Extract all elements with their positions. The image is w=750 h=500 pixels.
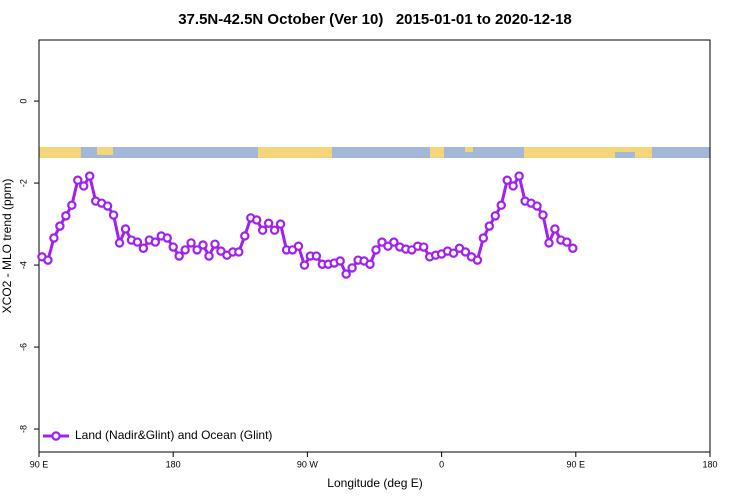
data-point	[55, 221, 65, 231]
x-tick-label: 180	[702, 459, 717, 469]
data-point	[174, 251, 184, 261]
y-tick-label: -4	[18, 261, 28, 269]
data-point	[293, 241, 304, 251]
data-point	[478, 233, 489, 243]
land-band	[430, 147, 444, 158]
data-point	[114, 238, 125, 248]
x-tick-label: 90 E	[567, 459, 586, 469]
data-point	[73, 175, 83, 185]
data-point	[508, 181, 518, 191]
data-point	[240, 231, 250, 241]
data-point	[192, 245, 202, 255]
data-point	[544, 238, 554, 248]
x-tick-label: 180	[166, 459, 181, 469]
x-axis-label: Longitude (deg E)	[327, 476, 422, 490]
data-point	[162, 233, 172, 243]
data-point	[341, 269, 351, 279]
ocean-band	[615, 152, 635, 158]
data-point	[84, 171, 95, 181]
y-tick-label: 0	[18, 99, 28, 104]
x-tick-label: 90 E	[30, 459, 49, 469]
y-tick-label: -8	[18, 425, 28, 433]
data-point	[562, 237, 572, 247]
data-point	[210, 239, 220, 249]
data-point	[383, 241, 393, 251]
data-point	[150, 237, 161, 247]
data-point	[365, 259, 375, 269]
data-point	[132, 237, 143, 247]
data-point	[389, 237, 399, 247]
data-point	[252, 215, 262, 225]
data-point	[168, 242, 178, 252]
y-tick-label: -2	[18, 179, 28, 187]
y-axis-label: XCO2 - MLO trend (ppm)	[0, 179, 14, 314]
legend-marker	[51, 431, 61, 441]
data-point	[186, 238, 196, 248]
data-point	[371, 245, 381, 255]
data-point	[67, 200, 77, 210]
data-point	[198, 240, 208, 250]
data-point	[120, 224, 131, 234]
data-point	[49, 233, 59, 243]
x-tick-label: 90 W	[297, 459, 319, 469]
data-point	[234, 247, 244, 257]
data-point	[484, 221, 495, 231]
data-point	[472, 255, 483, 265]
data-point	[335, 256, 345, 266]
data-point	[490, 211, 500, 221]
data-point	[43, 255, 53, 265]
data-point	[269, 225, 280, 235]
land-band	[258, 147, 332, 158]
chart-title: 37.5N-42.5N October (Ver 10) 2015-01-01 …	[178, 11, 572, 28]
data-point	[550, 224, 560, 234]
data-point	[102, 201, 113, 211]
y-tick-label: -6	[18, 343, 28, 351]
land-band	[97, 147, 113, 155]
data-point	[180, 245, 190, 255]
data-point	[568, 243, 578, 253]
data-point	[448, 248, 459, 258]
data-point	[311, 251, 322, 261]
land-band	[39, 147, 81, 158]
data-point	[460, 247, 471, 257]
data-point	[257, 225, 268, 235]
data-point	[263, 218, 274, 228]
data-point	[216, 246, 226, 256]
land-band	[465, 147, 473, 152]
data-point	[377, 237, 387, 247]
ocean-band	[39, 147, 710, 158]
plot-frame	[38, 39, 711, 453]
data-point	[299, 260, 310, 270]
land-ocean-band	[39, 147, 710, 158]
data-point	[502, 175, 512, 185]
data-point	[79, 181, 89, 191]
data-point	[61, 211, 71, 221]
land-band	[524, 147, 652, 158]
data-point	[514, 171, 524, 181]
data-point	[138, 243, 149, 253]
data-point	[496, 200, 506, 210]
data-point	[275, 219, 286, 229]
x-tick-label: 0	[439, 459, 444, 469]
data-point	[347, 263, 357, 273]
data-point	[108, 210, 119, 220]
data-point	[419, 242, 429, 252]
legend-label: Land (Nadir&Glint) and Ocean (Glint)	[75, 428, 272, 442]
data-point	[532, 201, 542, 211]
data-point	[204, 251, 214, 261]
data-point	[538, 210, 548, 220]
